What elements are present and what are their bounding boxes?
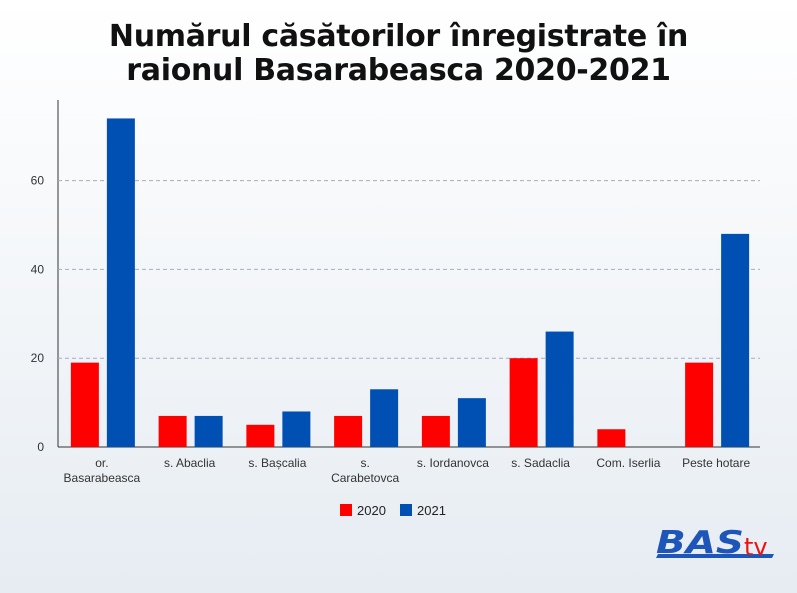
- legend-swatch-2020: [340, 504, 352, 516]
- bar-2021: [545, 331, 574, 447]
- bar-2021: [457, 398, 486, 447]
- bastv-logo: BAS tv: [656, 525, 774, 560]
- chart-title: Numărul căsătorilor înregistrate în raion…: [108, 19, 689, 88]
- legend-label: 2021: [417, 503, 446, 518]
- y-tick-label: 0: [37, 440, 44, 454]
- bar-2020: [70, 362, 99, 447]
- bar-2020: [158, 415, 187, 447]
- bar-2021: [194, 415, 223, 447]
- bar-2020: [597, 429, 626, 447]
- svg-text:tv: tv: [744, 533, 768, 560]
- x-tick-label: Peste hotare: [682, 456, 750, 470]
- legend-label: 2020: [357, 503, 386, 518]
- x-tick-label: s. Bașcalia: [248, 456, 306, 470]
- bar-2021: [370, 389, 399, 447]
- x-tick-label: s.: [360, 456, 369, 470]
- bar-2021: [721, 233, 750, 447]
- y-tick-label: 40: [31, 262, 45, 276]
- x-tick-label: or.: [95, 456, 108, 470]
- x-tick-label: s. Abaclia: [164, 456, 216, 470]
- svg-text:BAS: BAS: [656, 525, 744, 560]
- bar-2021: [106, 118, 135, 447]
- y-tick-label: 20: [31, 351, 45, 365]
- bar-2020: [246, 424, 275, 447]
- x-tick-label: Basarabeasca: [64, 471, 141, 485]
- x-tick-label: Com. Iserlia: [596, 456, 660, 470]
- bar-2020: [421, 415, 450, 447]
- x-tick-label: s. Iordanovca: [417, 456, 489, 470]
- x-tick-label: s. Sadaclia: [511, 456, 570, 470]
- bar-2021: [282, 411, 311, 447]
- bar-2020: [509, 358, 538, 447]
- legend-swatch-2021: [400, 504, 412, 516]
- bar-2020: [334, 415, 363, 447]
- y-tick-label: 60: [31, 174, 45, 188]
- x-tick-label: Carabetovca: [331, 471, 399, 485]
- bar-2020: [685, 362, 714, 447]
